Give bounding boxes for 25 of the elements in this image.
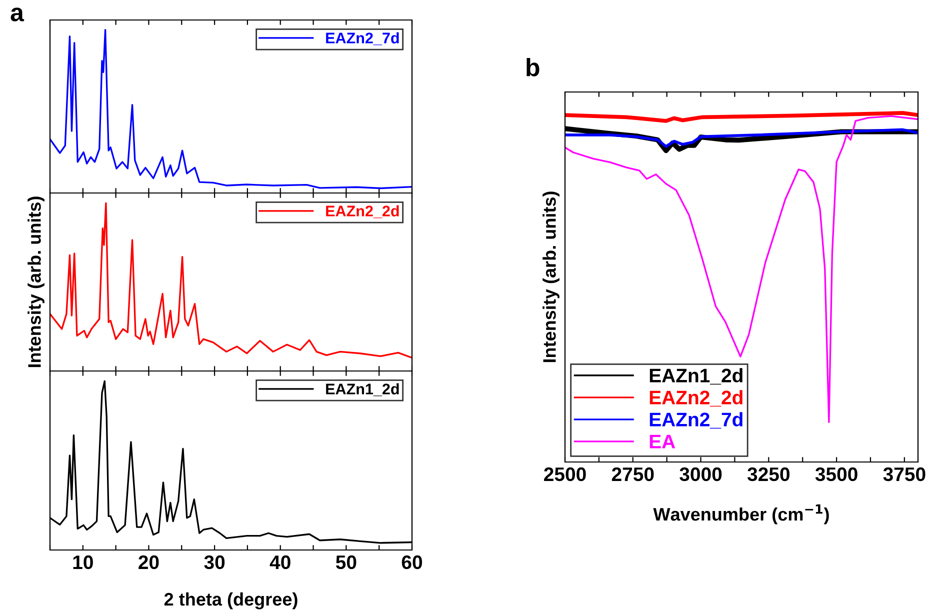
x-tick-label: 20 — [138, 555, 159, 570]
x-tick-label: 3500 — [815, 467, 858, 482]
x-tick-label: 60 — [402, 555, 422, 570]
legend-label: EA — [650, 434, 676, 448]
legend-label: EAZn2_2d — [650, 390, 742, 407]
x-tick-label: 2500 — [544, 467, 586, 482]
x-axis-title: 2 theta (degree) — [164, 592, 298, 610]
x-tick-label: 3000 — [680, 467, 722, 482]
x-tick-label: 10 — [73, 555, 93, 570]
x-tick-label: 30 — [204, 555, 225, 570]
legend-label: EAZn2_2d — [326, 205, 399, 218]
x-tick-label: 3250 — [747, 467, 790, 482]
x-tick-label: 3750 — [883, 467, 926, 482]
x-tick-label: 50 — [336, 555, 356, 570]
x-tick-label: 40 — [270, 555, 290, 570]
x-axis-title: Wavenumber (cm$^{−1}$) — [653, 504, 829, 524]
x-tick-label: 2750 — [612, 467, 654, 482]
legend-label: EAZn1_2d — [650, 368, 742, 385]
legend-label: EAZn2_7d — [326, 32, 399, 46]
text: a — [10, 8, 24, 22]
legend-label: EAZn2_7d — [650, 412, 742, 429]
y-axis-title: Intensity (arb. units) — [542, 192, 560, 362]
legend-label: EAZn1_2d — [326, 383, 399, 396]
y-axis-title: Intensity (arb. units) — [28, 196, 44, 368]
text: b — [526, 58, 540, 76]
